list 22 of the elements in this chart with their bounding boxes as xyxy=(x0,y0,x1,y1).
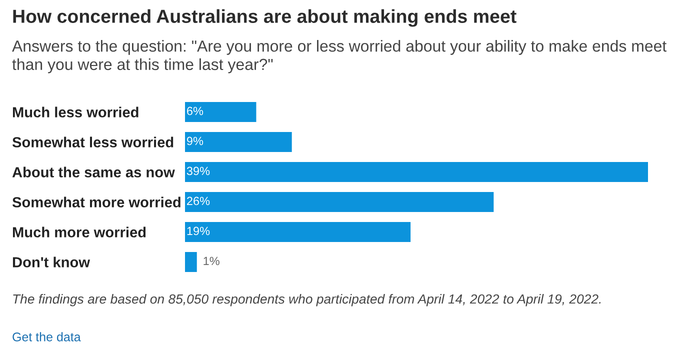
y-tick-label: Don't know xyxy=(12,256,90,268)
data-label: 26% xyxy=(187,196,210,206)
y-tick-label: Much less worried xyxy=(12,106,138,118)
y-tick-label: Somewhat less worried xyxy=(12,136,174,148)
data-label: 39% xyxy=(186,166,210,176)
data-label: 1% xyxy=(204,256,220,266)
data-label: 19% xyxy=(187,226,210,236)
chart-title: How concerned Australians are about making ends meet xyxy=(13,9,516,27)
data-label: 6% xyxy=(187,106,204,116)
text: Get the data xyxy=(12,332,81,342)
bar xyxy=(185,252,197,272)
chart-subtitle: Answers to the question: "Are you more or less worried about your ability to make ends meet than you were at this time last year?" xyxy=(12,40,667,74)
y-tick-label: Somewhat more worried xyxy=(12,196,180,208)
data-label: 9% xyxy=(186,136,204,146)
bar xyxy=(185,132,292,152)
y-tick-label: Much more worried xyxy=(12,226,146,238)
bar xyxy=(185,102,256,122)
bar xyxy=(185,222,411,242)
text: The findings are based on 85,050 respondents who participated from April 14, 2022 to April 19, 2022. xyxy=(13,294,601,306)
y-tick-label: About the same as now xyxy=(12,166,175,178)
bar xyxy=(185,192,494,212)
bar xyxy=(185,162,648,182)
